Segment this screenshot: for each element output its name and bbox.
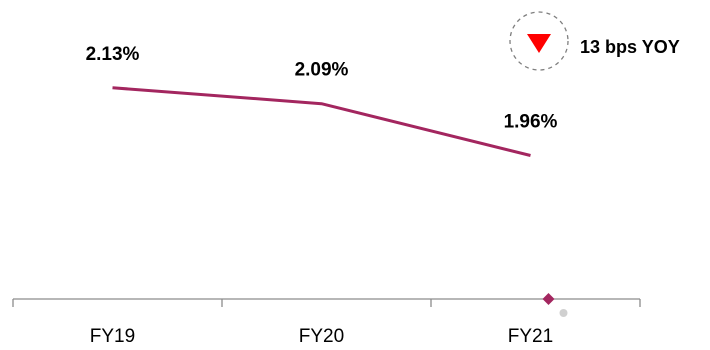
data-label: 2.09%	[295, 60, 349, 81]
marker-shadow	[559, 309, 568, 317]
data-label: 2.13%	[86, 44, 140, 65]
down-triangle-icon	[527, 34, 551, 53]
x-axis: FY19 FY20 FY21	[12, 298, 641, 347]
diamond-marker-icon	[542, 293, 555, 305]
end-marker	[542, 293, 568, 317]
change-badge: 13 bps YOY	[509, 11, 680, 71]
data-label-layer: 2.13% 2.09% 1.96%	[86, 44, 558, 133]
x-tick-label: FY19	[90, 326, 135, 347]
x-axis-ticks	[12, 299, 641, 307]
data-label: 1.96%	[504, 112, 558, 133]
series-layer	[112, 86, 531, 157]
dashed-ring	[509, 11, 569, 71]
x-tick-label: FY20	[299, 326, 344, 347]
x-axis-tick-labels: FY19 FY20 FY21	[90, 326, 553, 347]
badge-label: 13 bps YOY	[580, 37, 680, 57]
x-tick-label: FY21	[508, 326, 553, 347]
series-line	[112, 86, 531, 157]
